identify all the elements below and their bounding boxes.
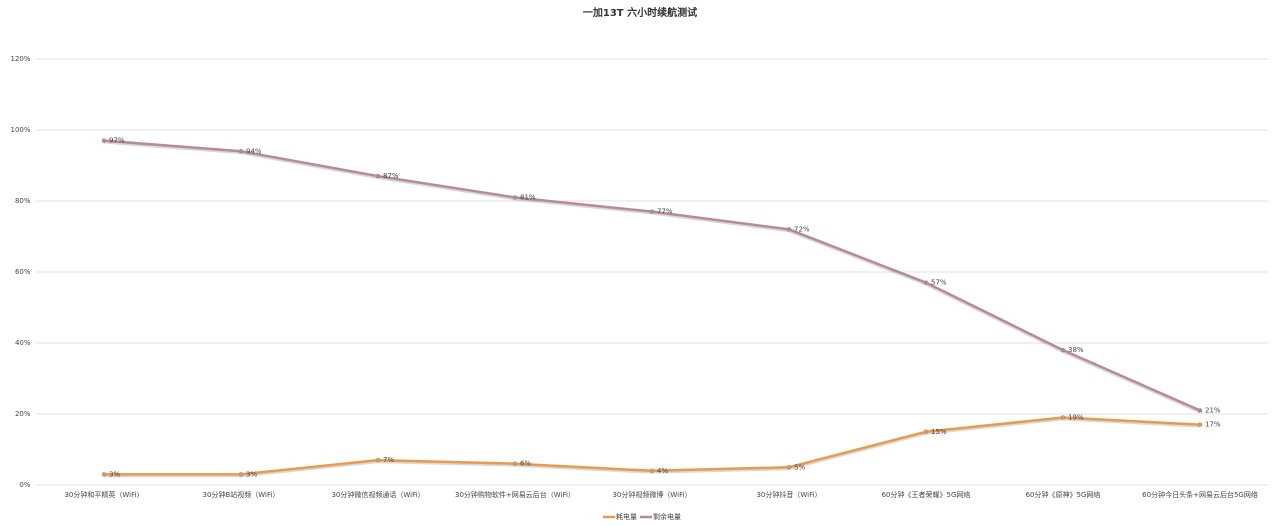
data-label: 77%: [657, 208, 673, 216]
x-tick-label: 30分钟微信视频通话（WiFi）: [331, 490, 424, 499]
point: [786, 227, 792, 232]
data-label: 38%: [1068, 346, 1084, 354]
legend-label: 耗电量: [616, 512, 637, 521]
point: [786, 465, 792, 470]
series-line: [104, 416, 1201, 476]
data-label: 87%: [383, 172, 399, 180]
y-tick-label: 40%: [15, 339, 31, 347]
line-shadow: [103, 140, 1201, 414]
point: [101, 472, 107, 477]
y-tick-label: 60%: [15, 268, 31, 276]
point: [923, 429, 929, 434]
data-label: 5%: [794, 463, 805, 471]
y-tick-label: 20%: [15, 410, 31, 418]
data-label: 97%: [109, 137, 125, 145]
data-label: 17%: [1205, 421, 1221, 429]
data-label: 3%: [246, 470, 257, 478]
point: [375, 457, 381, 463]
data-label: 72%: [794, 225, 810, 233]
data-label: 3%: [109, 470, 120, 478]
x-tick-label: 30分钟购物软件+网易云后台（WiFi）: [455, 490, 575, 499]
point: [923, 280, 929, 285]
x-tick-label: 30分钟抖音（WiFi）: [756, 490, 821, 499]
data-label: 94%: [246, 147, 262, 155]
data-label: 81%: [520, 193, 536, 201]
line-shadow: [104, 417, 1201, 478]
chart-title: 一加13T 六小时续航测试: [583, 6, 697, 19]
data-label: 6%: [520, 460, 531, 468]
point: [649, 209, 655, 214]
x-tick-label: 60分钟《原神》5G网络: [1026, 490, 1101, 499]
x-tick-label: 30分钟和平精英（WiFi）: [64, 490, 143, 499]
data-label: 57%: [931, 279, 947, 287]
point: [238, 149, 244, 154]
point: [512, 195, 518, 200]
x-tick-label: 60分钟今日头条+网易云后台5G网络: [1142, 490, 1258, 499]
legend-label: 剩余电量: [653, 512, 681, 521]
point: [649, 468, 655, 474]
data-label: 15%: [931, 428, 947, 436]
point: [238, 472, 244, 477]
point: [1060, 415, 1066, 420]
point: [1197, 408, 1203, 413]
point: [512, 461, 518, 466]
y-tick-label: 80%: [15, 197, 31, 205]
point: [1197, 422, 1203, 427]
point: [375, 173, 381, 179]
point: [101, 138, 107, 143]
y-tick-label: 0%: [19, 481, 30, 489]
x-tick-label: 60分钟《王者荣耀》5G网络: [882, 490, 971, 499]
y-tick-label: 120%: [10, 55, 30, 63]
data-label: 19%: [1068, 414, 1084, 422]
data-label: 21%: [1205, 406, 1221, 414]
x-tick-label: 30分钟视频微博（WiFi）: [612, 490, 691, 499]
series-line: [103, 139, 1201, 412]
y-tick-label: 100%: [10, 126, 30, 134]
x-tick-label: 30分钟B站视频（WiFi）: [203, 490, 280, 499]
data-label: 7%: [383, 456, 394, 464]
data-label: 4%: [657, 467, 668, 475]
point: [1060, 347, 1066, 353]
